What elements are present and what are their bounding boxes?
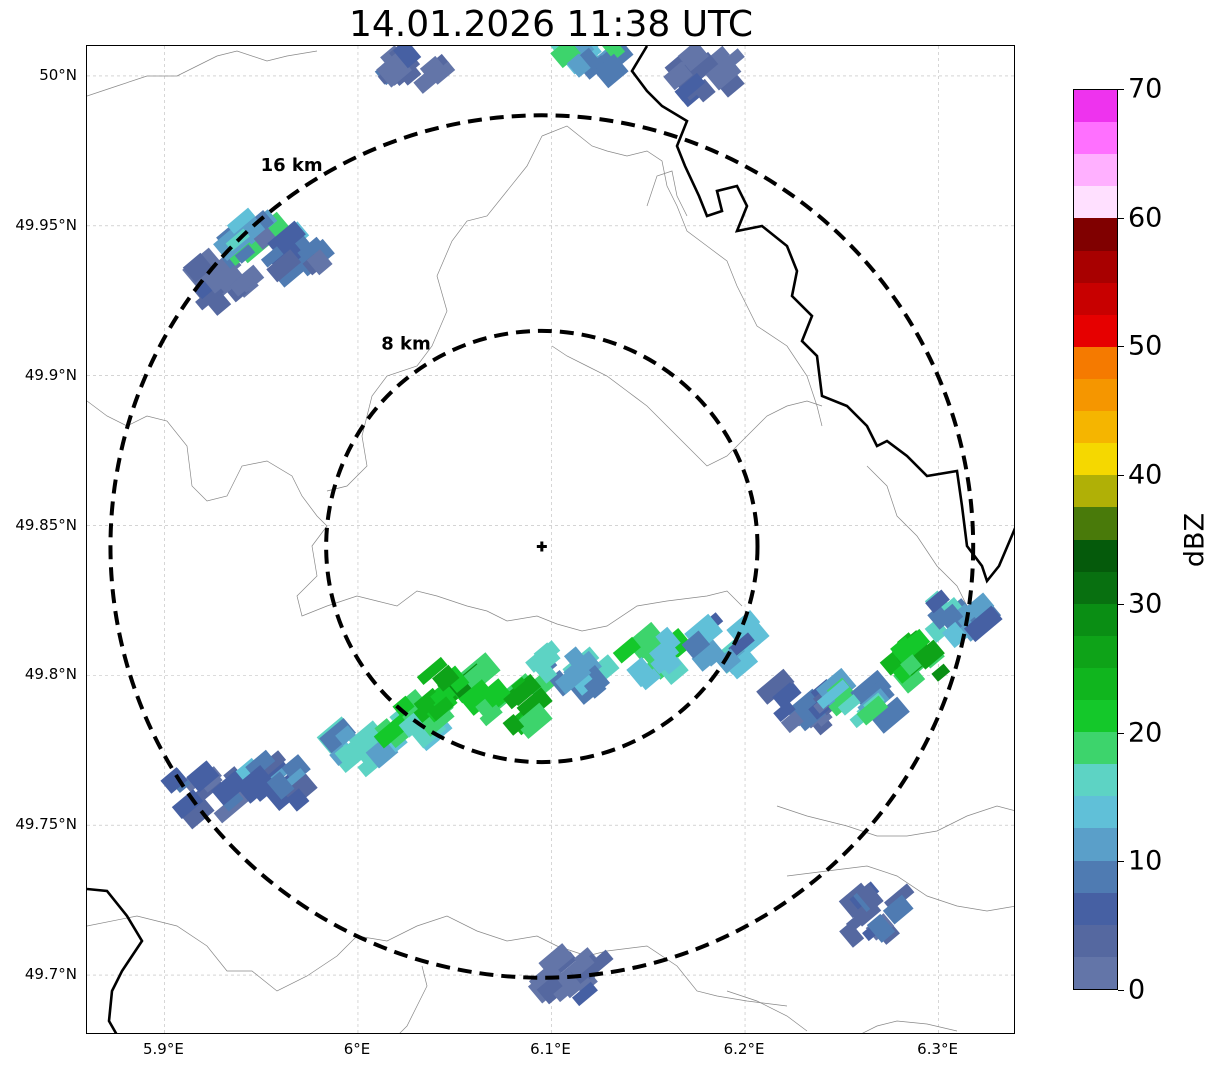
range-ring-label-1: 16 km [261, 155, 323, 176]
range-ring-0 [324, 328, 760, 765]
colorbar-tick-label-5: 50 [1128, 330, 1163, 362]
echo-cell-10 [413, 652, 501, 723]
range-ring-label-0: 8 km [381, 334, 431, 355]
colorbar-tick-7 [1118, 89, 1124, 90]
colorbar-segment-23 [1074, 217, 1117, 251]
radar-center-cross [536, 541, 547, 552]
colorbar-segment-17 [1074, 410, 1117, 444]
boundary-lines [87, 46, 1014, 1033]
lat-tick-label-1: 49.95°N [15, 215, 77, 234]
colorbar-segment-0 [1074, 956, 1117, 989]
colorbar-segment-26 [1074, 121, 1117, 155]
lat-tick-label-5: 49.75°N [15, 815, 77, 834]
lat-tick-label-4: 49.8°N [24, 665, 77, 684]
colorbar-segment-5 [1074, 795, 1117, 829]
colorbar-segment-13 [1074, 539, 1117, 572]
colorbar-segment-1 [1074, 924, 1117, 957]
colorbar-tick-4 [1118, 475, 1124, 477]
colorbar-segment-18 [1074, 378, 1117, 412]
echo-cell-12 [525, 640, 620, 705]
range-rings: 8 km 16 km [108, 113, 976, 980]
lat-tick-label-2: 49.9°N [24, 365, 77, 384]
colorbar-segment-11 [1074, 603, 1117, 636]
colorbar-tick-label-7: 70 [1128, 73, 1163, 105]
colorbar-segment-7 [1074, 731, 1117, 765]
echo-cell-15 [756, 668, 838, 736]
colorbar-tick-1 [1118, 861, 1124, 863]
colorbar-segment-6 [1074, 763, 1117, 797]
lat-tick-label-0: 50°N [39, 65, 77, 84]
colorbar-segment-2 [1074, 892, 1117, 925]
echo-cell-7 [235, 749, 318, 812]
chart-title: 14.01.2026 11:38 UTC [348, 4, 754, 45]
colorbar-tick-label-0: 0 [1128, 974, 1146, 1006]
colorbar-label: dBZ [1179, 512, 1207, 568]
colorbar-segment-24 [1074, 185, 1117, 219]
echo-cell-17 [879, 628, 951, 694]
lon-tick-label-3: 6.2°E [723, 1040, 765, 1058]
echo-cell-2 [253, 220, 335, 288]
colorbar-segment-8 [1074, 699, 1117, 733]
colorbar [1073, 89, 1118, 990]
echo-cell-5 [663, 46, 745, 108]
lon-tick-label-4: 6.3°E [917, 1040, 958, 1058]
radar-map: 8 km 16 km [86, 45, 1015, 1034]
colorbar-tick-2 [1118, 732, 1124, 734]
colorbar-segment-12 [1074, 571, 1117, 604]
lat-tick-label-6: 49.7°N [24, 965, 77, 984]
colorbar-tick-label-2: 20 [1128, 717, 1163, 749]
echo-cell-18 [924, 589, 1003, 649]
colorbar-segment-9 [1074, 667, 1117, 701]
colorbar-segment-22 [1074, 250, 1117, 283]
colorbar-tick-label-6: 60 [1128, 202, 1163, 234]
colorbar-tick-3 [1118, 603, 1124, 605]
colorbar-segment-16 [1074, 442, 1117, 476]
map-canvas: 8 km 16 km [87, 46, 1014, 1033]
echo-cell-14 [681, 610, 770, 680]
colorbar-segment-20 [1074, 314, 1117, 347]
colorbar-tick-label-1: 10 [1128, 845, 1163, 877]
echo-cell-11 [475, 671, 556, 740]
colorbar-segment-14 [1074, 506, 1117, 540]
colorbar-segment-4 [1074, 827, 1117, 861]
lon-tick-label-2: 6.1°E [530, 1040, 571, 1058]
echo-cell-8 [316, 716, 400, 778]
colorbar-segment-3 [1074, 860, 1117, 893]
echo-cell-19 [838, 881, 915, 948]
echo-cell-6 [160, 760, 250, 830]
colorbar-segment-27 [1074, 89, 1117, 123]
lon-tick-label-0: 5.9°E [142, 1040, 184, 1058]
colorbar-segment-10 [1074, 635, 1117, 668]
colorbar-segment-15 [1074, 474, 1117, 508]
colorbar-tick-6 [1118, 217, 1124, 219]
echo-cell-4 [549, 46, 634, 89]
colorbar-segment-21 [1074, 282, 1117, 315]
range-ring-1 [108, 113, 976, 980]
lat-tick-label-3: 49.85°N [15, 515, 77, 534]
colorbar-tick-label-4: 40 [1128, 459, 1163, 491]
lon-tick-label-1: 6°E [343, 1040, 371, 1058]
colorbar-tick-5 [1118, 346, 1124, 348]
echo-cell-13 [612, 621, 693, 691]
reflectivity-echoes [160, 46, 1003, 1007]
colorbar-tick-label-3: 30 [1128, 588, 1163, 620]
colorbar-tick-0 [1118, 990, 1124, 991]
colorbar-segment-25 [1074, 153, 1117, 187]
colorbar-segment-19 [1074, 346, 1117, 379]
graticule [87, 46, 1014, 1033]
echo-cell-16 [815, 667, 910, 734]
radar-site-marker [536, 541, 547, 552]
echo-cell-3 [374, 46, 456, 94]
